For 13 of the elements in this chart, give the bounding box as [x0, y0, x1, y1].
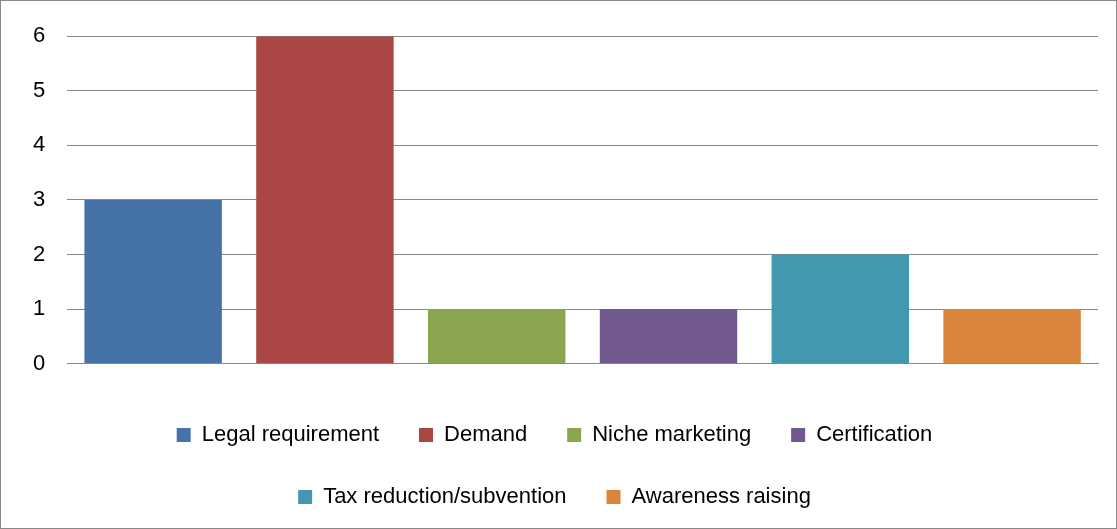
legend-label: Niche marketing: [592, 421, 752, 447]
legend-label: Certification: [816, 421, 933, 447]
y-tick-label: 4: [32, 131, 46, 157]
y-tick-label: 2: [32, 240, 46, 266]
legend-label: Awareness raising: [631, 483, 811, 509]
y-tick-label: 3: [32, 185, 46, 211]
legend-label: Legal requirement: [201, 421, 380, 447]
y-tick-label: 6: [32, 22, 46, 48]
y-tick-label: 0: [32, 349, 46, 375]
y-tick-label: 1: [32, 295, 46, 321]
legend-label: Tax reduction/subvention: [323, 483, 567, 509]
legend-label: Demand: [444, 421, 528, 447]
y-tick-label: 5: [32, 76, 46, 102]
